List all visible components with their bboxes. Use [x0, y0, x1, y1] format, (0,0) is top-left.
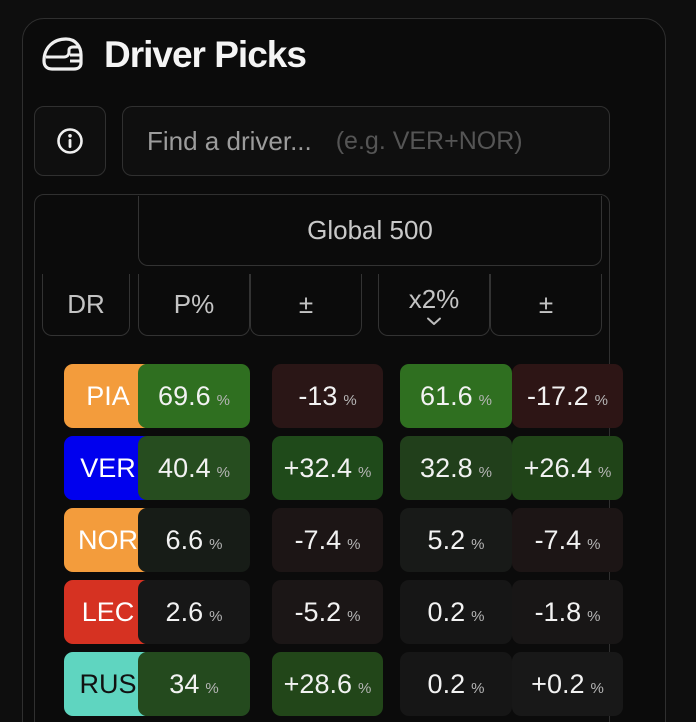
- cell-x2-pct: 0.2%: [400, 580, 512, 644]
- driver-search-input[interactable]: Find a driver... (e.g. VER+NOR): [122, 106, 610, 176]
- percent-unit: %: [357, 463, 372, 481]
- cell-value: -5.2: [294, 596, 342, 627]
- percent-unit: %: [209, 535, 223, 553]
- cell-value: +26.4: [523, 452, 592, 483]
- percent-unit: %: [347, 535, 361, 553]
- percent-unit: %: [587, 607, 601, 625]
- percent-unit: %: [471, 535, 485, 553]
- cell-pick-delta: -5.2%: [272, 580, 383, 644]
- cell-pick-pct: 2.6%: [138, 580, 250, 644]
- percent-unit: %: [471, 607, 485, 625]
- percent-unit: %: [594, 391, 608, 409]
- driver-badge-lec[interactable]: LEC: [64, 580, 152, 644]
- page-title: Driver Picks: [104, 34, 307, 75]
- cell-x2-delta: -7.4%: [512, 508, 623, 572]
- cell-pick-pct: 40.4%: [138, 436, 250, 500]
- column-label: P%: [173, 289, 215, 319]
- cell-pick-pct: 69.6%: [138, 364, 250, 428]
- percent-unit: %: [347, 607, 361, 625]
- cell-x2-delta: -1.8%: [512, 580, 623, 644]
- cell-pick-pct: 6.6%: [138, 508, 250, 572]
- percent-unit: %: [205, 679, 219, 697]
- cell-value: -13: [298, 380, 338, 411]
- cell-pick-delta: -13%: [272, 364, 383, 428]
- cell-pick-pct: 34%: [138, 652, 250, 716]
- search-hint: (e.g. VER+NOR): [335, 126, 523, 155]
- percent-unit: %: [587, 535, 601, 553]
- percent-unit: %: [357, 679, 372, 697]
- cell-x2-delta: +0.2%: [512, 652, 623, 716]
- cell-value: 0.2: [427, 596, 466, 627]
- cell-x2-pct: 0.2%: [400, 652, 512, 716]
- column-header-pick-pct[interactable]: P%: [138, 274, 250, 336]
- column-header-x2-pct[interactable]: x2%: [378, 274, 490, 336]
- cell-value: -1.8: [534, 596, 582, 627]
- cell-value: 32.8: [420, 452, 473, 483]
- column-header-x2-delta[interactable]: ±: [490, 274, 602, 336]
- cell-value: +28.6: [283, 668, 352, 699]
- cell-x2-pct: 32.8%: [400, 436, 512, 500]
- cell-x2-delta: -17.2%: [512, 364, 623, 428]
- cell-value: +32.4: [283, 452, 352, 483]
- info-button[interactable]: [34, 106, 106, 176]
- cell-pick-delta: +32.4%: [272, 436, 383, 500]
- column-header-pick-delta[interactable]: ±: [250, 274, 362, 336]
- cell-value: -7.4: [294, 524, 342, 555]
- cell-value: 5.2: [427, 524, 466, 555]
- driver-badge-pia[interactable]: PIA: [64, 364, 152, 428]
- cell-pick-delta: +28.6%: [272, 652, 383, 716]
- driver-badge-ver[interactable]: VER: [64, 436, 152, 500]
- driver-badge-nor[interactable]: NOR: [64, 508, 152, 572]
- cell-value: 6.6: [165, 524, 204, 555]
- cell-x2-pct: 5.2%: [400, 508, 512, 572]
- percent-unit: %: [209, 607, 223, 625]
- cell-value: 69.6: [158, 380, 211, 411]
- percent-unit: %: [471, 679, 485, 697]
- group-header: Global 500: [138, 196, 602, 266]
- percent-unit: %: [216, 463, 230, 481]
- cell-value: 40.4: [158, 452, 211, 483]
- info-icon: [57, 128, 83, 154]
- column-label: DR: [67, 289, 105, 319]
- column-label: ±: [298, 289, 314, 319]
- percent-unit: %: [597, 463, 612, 481]
- column-label: x2%: [408, 283, 460, 314]
- percent-unit: %: [590, 679, 604, 697]
- cell-value: 2.6: [165, 596, 204, 627]
- percent-unit: %: [343, 391, 357, 409]
- search-placeholder: Find a driver...: [147, 125, 312, 156]
- driver-badge-rus[interactable]: RUS: [64, 652, 152, 716]
- cell-x2-pct: 61.6%: [400, 364, 512, 428]
- percent-unit: %: [478, 463, 492, 481]
- cell-value: +0.2: [531, 668, 585, 699]
- percent-unit: %: [216, 391, 230, 409]
- cell-pick-delta: -7.4%: [272, 508, 383, 572]
- chevron-down-icon: [427, 317, 441, 325]
- percent-unit: %: [478, 391, 492, 409]
- column-header-driver[interactable]: DR: [42, 274, 130, 336]
- cell-value: 61.6: [420, 380, 473, 411]
- card-header: Driver Picks: [40, 34, 307, 76]
- column-label: ±: [538, 289, 554, 319]
- cell-value: -17.2: [527, 380, 589, 411]
- cell-value: -7.4: [534, 524, 582, 555]
- cell-value: 34: [169, 668, 200, 699]
- helmet-icon: [42, 37, 83, 71]
- cell-x2-delta: +26.4%: [512, 436, 623, 500]
- cell-value: 0.2: [427, 668, 466, 699]
